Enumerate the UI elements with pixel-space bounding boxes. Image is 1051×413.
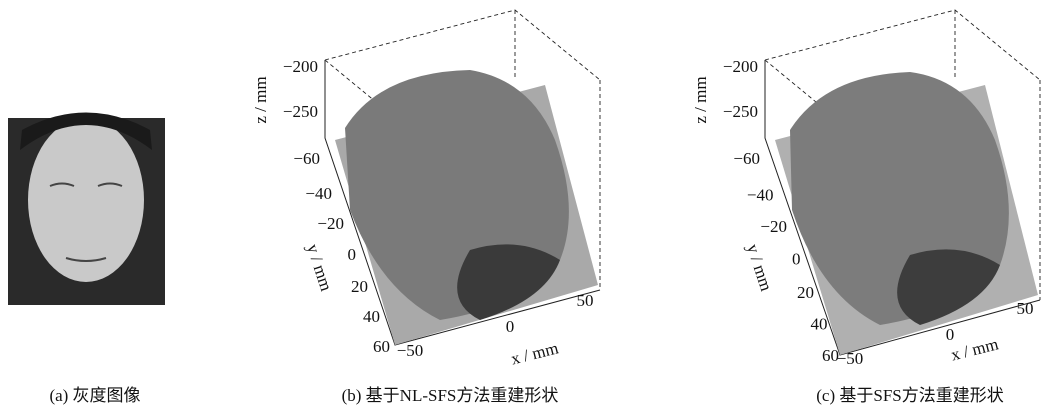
y-tick-label: 0: [792, 249, 801, 268]
y-tick-label: −40: [305, 184, 332, 203]
z-label: z / mm: [691, 76, 710, 123]
y-label: y / mm: [743, 242, 776, 294]
photo: [8, 113, 165, 306]
z-tick-label: −200: [723, 57, 758, 76]
y-tick-label: 20: [797, 283, 814, 302]
y-tick-label: −40: [747, 185, 774, 204]
y-tick-label: 40: [811, 314, 828, 333]
figure: (a) 灰度图像(b) 基于NL-SFS方法重建形状−200−250z / mm…: [0, 0, 1051, 413]
y-tick-label: −20: [317, 214, 344, 233]
x-label: x / mm: [509, 338, 560, 368]
z-label: z / mm: [251, 76, 270, 123]
x-tick-label: 50: [577, 291, 594, 310]
caption: (c) 基于SFS方法重建形状: [816, 386, 1003, 405]
y-tick-label: 0: [348, 245, 357, 264]
z-tick-label: −250: [723, 102, 758, 121]
y-tick-label: 40: [363, 307, 380, 326]
x-tick-label: −50: [837, 349, 864, 368]
x-label: x / mm: [949, 334, 1000, 364]
x-tick-label: 0: [506, 317, 515, 336]
x-tick-label: −50: [397, 341, 424, 360]
caption: (a) 灰度图像: [49, 386, 140, 405]
y-tick-label: 60: [373, 337, 390, 356]
x-tick-label: 0: [946, 325, 955, 344]
y-tick-label: −60: [293, 149, 320, 168]
caption: (b) 基于NL-SFS方法重建形状: [342, 386, 559, 405]
y-tick-label: 20: [351, 277, 368, 296]
z-tick-label: −200: [283, 57, 318, 76]
y-tick-label: −20: [760, 217, 787, 236]
x-tick-label: 50: [1017, 299, 1034, 318]
z-tick-label: −250: [283, 102, 318, 121]
y-label: y / mm: [303, 242, 336, 294]
y-tick-label: −60: [733, 149, 760, 168]
surface-plot: [765, 10, 1040, 355]
